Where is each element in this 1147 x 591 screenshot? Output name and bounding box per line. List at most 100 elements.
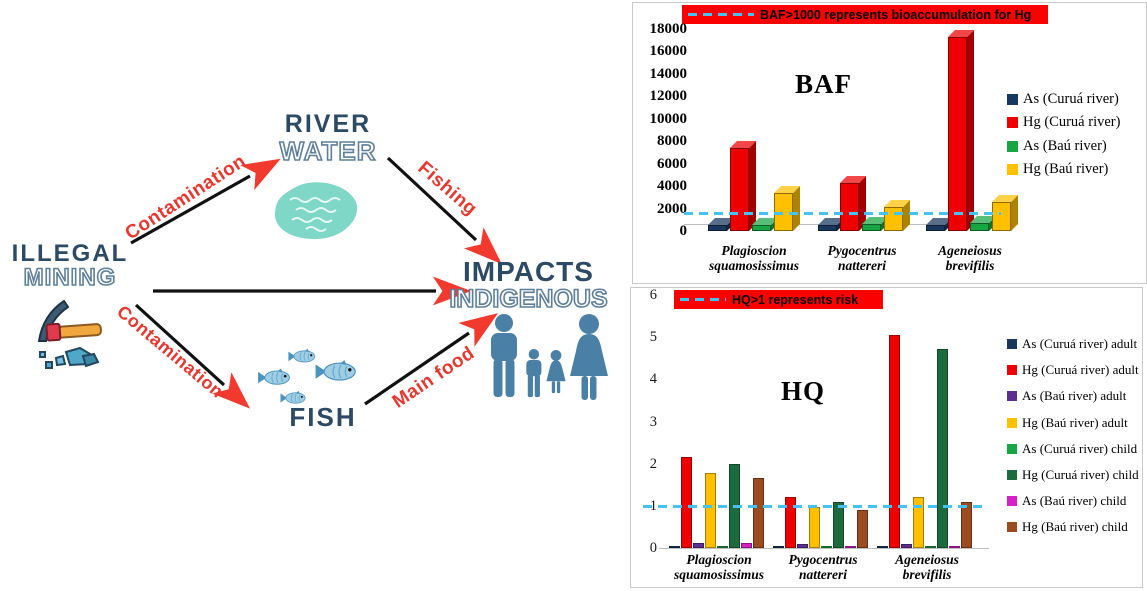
- baf-plot-area: 0 2000 4000 6000 8000 10000 12000 14000 16000 180…: [633, 3, 1146, 283]
- legend-swatch: [1007, 117, 1018, 129]
- impacts-label-line1: IMPACTS: [463, 256, 594, 287]
- river-water-label-line1: RIVER: [284, 110, 372, 138]
- bar: [717, 545, 728, 548]
- bar: [949, 546, 960, 548]
- bar-front: [752, 225, 771, 231]
- axis-tick-label: 0: [649, 540, 657, 556]
- river-water-icon: [274, 182, 358, 240]
- legend-item: Hg (Curuá river) adult: [1007, 362, 1139, 378]
- node-impacts-indigenous: IMPACTS INDIGENOUS: [425, 256, 632, 313]
- axis-tick-label: 16000: [649, 43, 688, 60]
- legend-label: As (Baú river): [1023, 137, 1107, 154]
- category-label: Plagioscion squamosissimus: [673, 552, 765, 583]
- bar: [877, 545, 888, 548]
- axis-tick-label: 0: [679, 223, 688, 239]
- legend-swatch: [1007, 470, 1017, 480]
- axis-tick-label: 14000: [649, 65, 688, 82]
- bar: [753, 478, 764, 548]
- legend-label: As (Curuá river) child: [1022, 440, 1138, 456]
- bar-side: [749, 140, 756, 231]
- fish-label: FISH: [289, 402, 357, 432]
- node-river-water: RIVER WATER: [258, 110, 398, 166]
- threshold-dash-sample: [680, 298, 726, 301]
- legend-item: As (Curuá river) child: [1007, 441, 1137, 457]
- legend-label: As (Curuá river): [1023, 91, 1119, 107]
- bar-front: [926, 225, 945, 231]
- legend-label: Hg (Baú river): [1023, 161, 1109, 178]
- legend-label: As (Baú river) child: [1022, 493, 1127, 509]
- legend-item: Hg (Curuá river): [1007, 114, 1120, 131]
- node-fish: FISH: [283, 404, 363, 431]
- arrow-fishing: [386, 156, 502, 264]
- river-water-label-line2: WATER: [279, 135, 377, 166]
- bar-front: [948, 36, 967, 231]
- bar: [681, 457, 692, 548]
- bar: [901, 543, 912, 548]
- bar: [741, 542, 752, 548]
- arrow-contamination-to-river: [130, 158, 281, 245]
- legend-label: Hg (Curuá river): [1023, 114, 1121, 131]
- threshold-dash-sample: [688, 13, 754, 16]
- hq-threshold-banner: HQ>1 represents risk: [674, 290, 883, 309]
- category-label: Pygocentrus nattereri: [788, 552, 858, 583]
- legend-swatch: [1007, 417, 1017, 428]
- bar-side: [793, 185, 800, 231]
- axis-tick-label: 6: [649, 287, 657, 303]
- bar: [809, 506, 820, 548]
- axis-baseline: [659, 548, 989, 549]
- impacts-label-line2: INDIGENOUS: [449, 284, 609, 313]
- axis-tick-label: 4: [649, 371, 657, 388]
- legend-swatch: [1007, 140, 1018, 152]
- illegal-mining-label-line1: ILLEGAL: [11, 240, 129, 267]
- legend-item: Hg (Curuá river) child: [1007, 467, 1139, 483]
- legend-label: As (Baú river) adult: [1022, 388, 1127, 404]
- axis-tick-label: 2: [649, 455, 657, 472]
- bar-front: [862, 224, 881, 231]
- bar: [821, 545, 832, 548]
- indigenous-family-icon: [491, 314, 608, 400]
- legend-label: As (Curuá river) adult: [1022, 336, 1138, 351]
- bar-front: [818, 225, 837, 231]
- axis-tick-label: 4000: [657, 178, 687, 195]
- bar: [857, 510, 868, 548]
- legend-label: Hg (Curuá river) adult: [1022, 362, 1139, 378]
- legend-label: Hg (Baú river) child: [1022, 519, 1128, 535]
- bar-front: [992, 201, 1011, 231]
- baf-chart-title: BAF: [795, 69, 852, 99]
- baf-threshold-banner: BAF>1000 represents bioaccumulation for …: [682, 5, 1048, 24]
- axis-tick-label: 10000: [649, 110, 688, 127]
- bar: [937, 348, 948, 548]
- category-label: Pygocentrus nattereri: [827, 243, 897, 274]
- bar-front: [730, 147, 749, 231]
- hq-plot-area: 0123456PlagioscionsquamosissimusPygocent…: [631, 287, 1142, 587]
- legend-swatch: [1007, 496, 1017, 507]
- category-label: Ageneiosus brevifilis: [938, 243, 1002, 274]
- bar: [797, 543, 808, 548]
- axis-tick-label: 12000: [649, 88, 688, 105]
- bar: [773, 545, 784, 548]
- mining-impact-diagram: ILLEGAL MINING RIVER WATER: [11, 110, 632, 431]
- legend-swatch: [1007, 443, 1017, 454]
- baf-banner-text: BAF>1000 represents bioaccumulation for …: [760, 7, 1032, 22]
- axis-tick-label: 18000: [649, 21, 688, 37]
- bar: [693, 542, 704, 548]
- legend-label: Hg (Baú river) adult: [1022, 414, 1128, 430]
- legend-item: As (Baú river) child: [1007, 493, 1126, 509]
- legend-item: As (Curuá river) adult: [1007, 336, 1137, 352]
- bar: [669, 545, 680, 548]
- axis-tick-label: 2000: [657, 200, 687, 217]
- bar: [961, 501, 972, 548]
- legend-label: Hg (Curuá river) child: [1022, 467, 1139, 482]
- bar: [705, 473, 716, 548]
- legend-item: Hg (Baú river) child: [1007, 519, 1128, 535]
- bar-front: [970, 223, 989, 231]
- legend-swatch: [1007, 365, 1017, 376]
- baf-chart-panel: BAF>1000 represents bioaccumulation for …: [632, 2, 1147, 284]
- legend-item: As (Baú river) adult: [1007, 388, 1126, 404]
- bar: [833, 501, 844, 548]
- bar: [913, 497, 924, 548]
- legend-item: As (Curuá river): [1007, 91, 1119, 108]
- axis-tick-label: 3: [649, 413, 657, 430]
- hq-chart-title: HQ: [781, 376, 826, 406]
